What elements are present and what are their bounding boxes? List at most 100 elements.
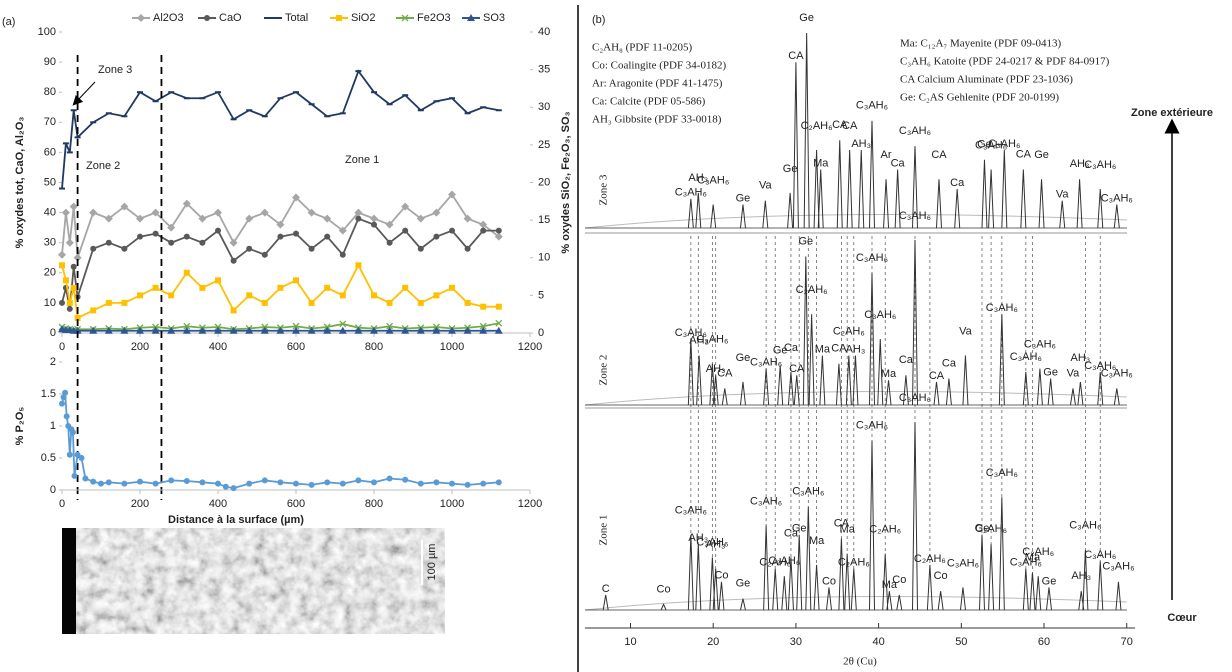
x-tick-label: 200: [131, 341, 149, 353]
point: [386, 239, 393, 246]
peak-label: C₃AH₆: [675, 187, 707, 199]
xrd-peak: [1029, 572, 1036, 611]
point: [69, 429, 76, 436]
point: [495, 319, 503, 327]
phase-legend: CA Calcium Aluminate (PDF 23-1036): [900, 74, 1073, 86]
point: [494, 326, 503, 334]
xrd-peak: [912, 421, 918, 611]
xrd-peak: [781, 576, 788, 611]
point: [401, 326, 410, 334]
xrd-peak: [962, 355, 969, 406]
y-tick-label: 20: [44, 267, 56, 279]
y-tick-label: 70: [44, 116, 56, 128]
series-line: [61, 69, 499, 189]
point: [199, 239, 206, 246]
point: [59, 262, 65, 269]
legend-label: SO3: [483, 12, 505, 24]
legend-label: SiO2: [351, 12, 375, 24]
peak-label: C₂AH₆: [801, 120, 833, 132]
point: [183, 233, 190, 240]
point: [355, 262, 362, 269]
point: [464, 299, 471, 306]
point: [204, 15, 210, 21]
peak-label: Ge: [799, 12, 814, 24]
point: [229, 238, 238, 247]
peak-label: Co: [822, 575, 836, 587]
xrd-peak: [763, 525, 770, 611]
zone3-arrow: [72, 81, 96, 106]
y-tick-label: 100: [38, 26, 56, 38]
phase-legend: Ma: C₁₂A₇ Mayenite (PDF 09-0413): [900, 38, 1062, 50]
xrd-peak: [933, 381, 940, 406]
point: [371, 292, 377, 299]
xrd-peak: [808, 314, 815, 406]
phase-legend: Ca: Calcite (PDF 05-586): [592, 96, 706, 108]
point: [183, 322, 191, 330]
point: [308, 299, 315, 306]
peak-label: C₃AH₆: [856, 100, 888, 112]
xrd-peak: [787, 557, 794, 611]
peak-label: C₂AH₆: [975, 523, 1007, 535]
xrd-peak: [1001, 149, 1008, 229]
point: [136, 214, 144, 223]
panel-label: (a): [2, 16, 15, 28]
point: [70, 263, 77, 270]
xrd-peak: [1115, 581, 1122, 611]
point: [246, 245, 253, 252]
peak-label: AH₃: [1071, 352, 1091, 364]
point: [339, 320, 347, 328]
peak-label: Ma: [882, 579, 898, 591]
peak-label: AH₃: [689, 334, 709, 346]
xrd-peak: [882, 553, 889, 611]
peak-label: Ca: [891, 157, 906, 169]
point: [167, 326, 176, 334]
zone-annotation: Zone 2: [86, 160, 120, 172]
point: [182, 199, 191, 208]
point: [448, 326, 456, 334]
y-tick-label: 30: [44, 237, 56, 249]
y-tick-label: 0.5: [41, 452, 56, 464]
y-axis-label: % oxydes tot, CaO, Al₂O₃: [14, 117, 26, 249]
peak-label: Ge: [975, 523, 990, 535]
peak-label: C₂AH₆: [759, 557, 791, 569]
peak-label: C₃AH₆: [986, 302, 1018, 314]
peak-label: C₃AH₆: [856, 252, 888, 264]
y2-tick-label: 20: [538, 176, 550, 188]
peak-label: Va: [759, 180, 773, 192]
x-tick-label: 70: [1121, 636, 1133, 648]
peak-label: C₂AH₆: [914, 553, 946, 565]
peak-label: Co: [657, 583, 671, 595]
peak-label: C₃AH₆: [1010, 351, 1042, 363]
xrd-peak: [835, 363, 842, 406]
xrd-peak: [1069, 388, 1076, 406]
point: [307, 208, 316, 217]
point: [480, 480, 487, 487]
scale-label: 100 µm: [426, 544, 438, 581]
y-tick-label: 0: [50, 327, 56, 339]
peak-label: CA: [789, 363, 805, 375]
peak-label: C₃AH₆: [1084, 159, 1116, 171]
point: [370, 214, 378, 223]
xrd-peak: [998, 497, 1005, 611]
peak-label: Ge: [798, 235, 813, 247]
peak-label: C₂AH₆: [1022, 546, 1054, 558]
peak-label: C₃AH₆: [899, 210, 931, 222]
x-tick-label: 800: [365, 341, 383, 353]
point: [416, 326, 425, 334]
point: [229, 326, 238, 334]
peak-label: Ma: [815, 343, 831, 355]
peak-label: CA: [834, 517, 850, 529]
zone-label: Zone 1: [598, 515, 610, 546]
peak-label: Va: [1067, 367, 1081, 379]
point: [182, 326, 191, 334]
point: [323, 326, 332, 334]
xrd-peak: [1020, 169, 1027, 229]
point: [66, 299, 73, 306]
point: [82, 475, 89, 482]
point: [449, 480, 455, 487]
peak-label: C₂AH₆: [796, 284, 828, 296]
xrd-peak: [926, 564, 933, 611]
point: [71, 472, 78, 479]
point: [183, 478, 190, 485]
point: [449, 284, 455, 291]
